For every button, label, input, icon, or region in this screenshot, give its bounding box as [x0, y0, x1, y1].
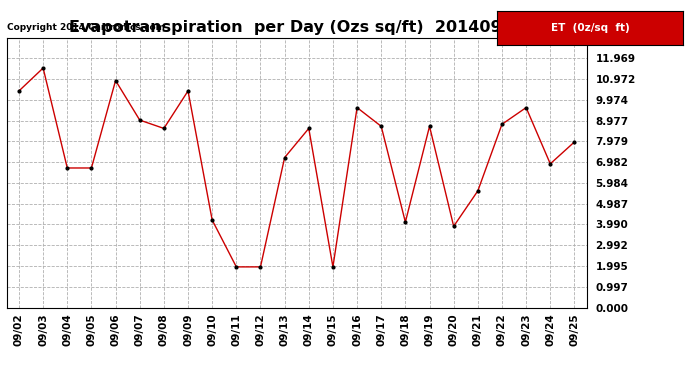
Title: Evapotranspiration  per Day (Ozs sq/ft)  20140926: Evapotranspiration per Day (Ozs sq/ft) 2… [69, 20, 524, 35]
Text: ET  (0z/sq  ft): ET (0z/sq ft) [551, 23, 629, 33]
Text: Copyright 2014 Cartronics.com: Copyright 2014 Cartronics.com [7, 23, 165, 32]
